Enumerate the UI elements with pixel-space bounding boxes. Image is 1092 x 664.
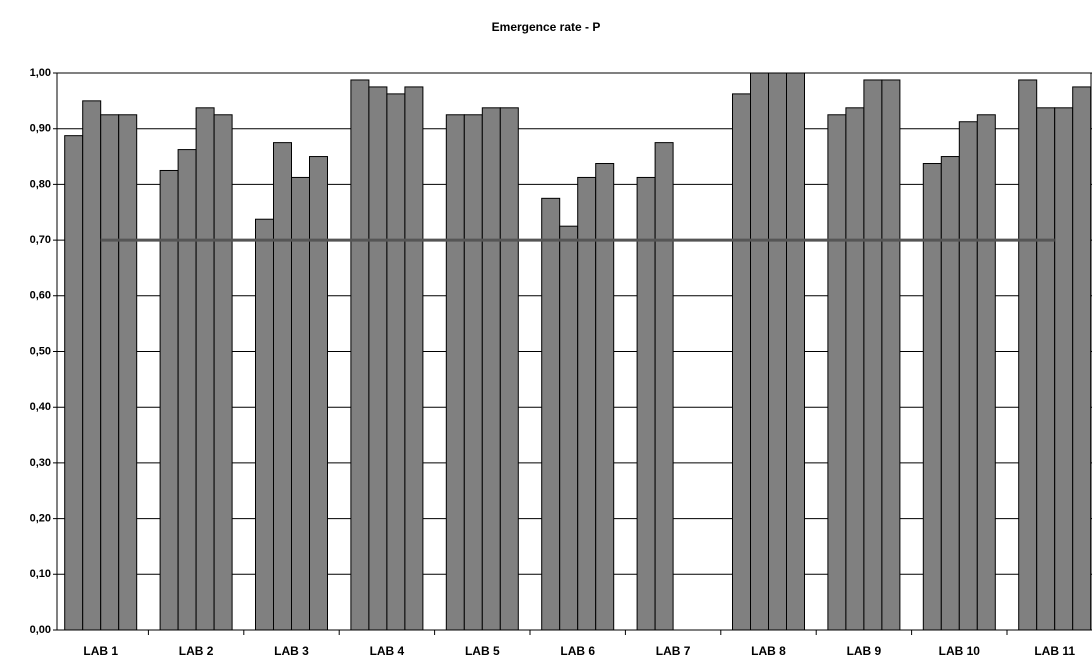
bar: [499, 107, 519, 631]
bar: [273, 142, 292, 631]
x-tick-label: LAB 10: [939, 644, 981, 658]
bar: [863, 79, 883, 631]
x-tick-label: LAB 11: [1034, 644, 1075, 658]
x-tick-label: LAB 3: [274, 644, 309, 658]
bar: [195, 107, 215, 631]
bar: [309, 156, 328, 631]
y-tick-label: 0,70: [30, 234, 51, 246]
y-tick-label: 0,90: [30, 123, 51, 135]
bar: [559, 225, 579, 631]
bar: [481, 107, 501, 631]
chart-title: Emergence rate - P: [492, 20, 601, 34]
bar: [786, 72, 805, 631]
x-tick-label: LAB 2: [179, 644, 214, 658]
bar: [255, 218, 274, 631]
x-tick-label: LAB 9: [847, 644, 882, 658]
bar: [445, 114, 465, 631]
x-tick-label: LAB 1: [83, 644, 118, 658]
bar: [404, 86, 424, 631]
bar: [463, 114, 483, 631]
bar: [82, 100, 102, 631]
bar: [386, 93, 406, 631]
bar: [845, 107, 865, 631]
y-tick-label: 0,50: [30, 345, 51, 357]
bar: [768, 72, 787, 631]
x-tick-label: LAB 6: [560, 644, 595, 658]
bar: [732, 93, 751, 631]
y-tick-label: 0,40: [30, 401, 51, 413]
bar: [654, 142, 674, 631]
y-tick-label: 0,30: [30, 457, 51, 469]
bar: [577, 176, 597, 631]
y-tick-label: 0,00: [30, 624, 51, 636]
bar: [922, 163, 942, 631]
bar: [1054, 107, 1074, 631]
bar: [1036, 107, 1056, 631]
bar: [636, 176, 656, 631]
bar: [881, 79, 901, 631]
bar: [940, 156, 960, 631]
bar: [291, 176, 310, 631]
bar: [750, 72, 769, 631]
bar: [1072, 86, 1092, 631]
bar: [350, 79, 370, 631]
bar: [118, 114, 138, 631]
bar: [177, 149, 197, 631]
bar: [213, 114, 233, 631]
y-tick-label: 0,10: [30, 568, 51, 580]
bar: [827, 114, 847, 631]
y-tick-label: 1,00: [30, 67, 51, 79]
bar: [595, 163, 615, 631]
bar: [368, 86, 388, 631]
y-tick-label: 0,60: [30, 290, 51, 302]
bar: [1018, 79, 1038, 631]
bar: [64, 135, 84, 631]
y-tick-label: 0,20: [30, 513, 51, 525]
x-tick-label: LAB 7: [656, 644, 691, 658]
y-tick-label: 0,80: [30, 178, 51, 190]
x-tick-label: LAB 5: [465, 644, 500, 658]
bar: [976, 114, 996, 631]
bar: [100, 114, 120, 631]
x-tick-label: LAB 4: [370, 644, 405, 658]
bar: [958, 121, 978, 631]
x-tick-label: LAB 8: [751, 644, 786, 658]
bar: [541, 197, 561, 631]
